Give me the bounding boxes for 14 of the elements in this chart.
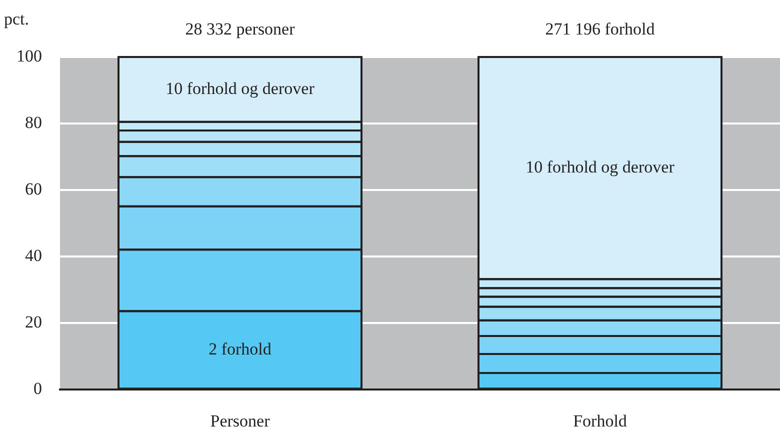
series-label: 10 forhold og derover: [166, 78, 315, 98]
y-tick-label: 80: [25, 112, 42, 132]
y-tick-label: 20: [25, 312, 42, 332]
y-tick-label: 0: [34, 379, 42, 398]
text: 271 196 forhold: [545, 19, 656, 38]
y-tick-label: 100: [16, 46, 42, 66]
y-tick-label: 60: [25, 180, 42, 199]
y-axis-title: pct.: [4, 9, 30, 28]
y-tick-label: 40: [25, 246, 42, 266]
series-label: 2 forhold: [208, 339, 272, 358]
text: 10 forhold og derover: [526, 158, 674, 177]
x-tick-label: Personer: [210, 411, 270, 430]
text: 28 332 personer: [185, 19, 296, 38]
x-tick-label: Forhold: [573, 411, 628, 430]
